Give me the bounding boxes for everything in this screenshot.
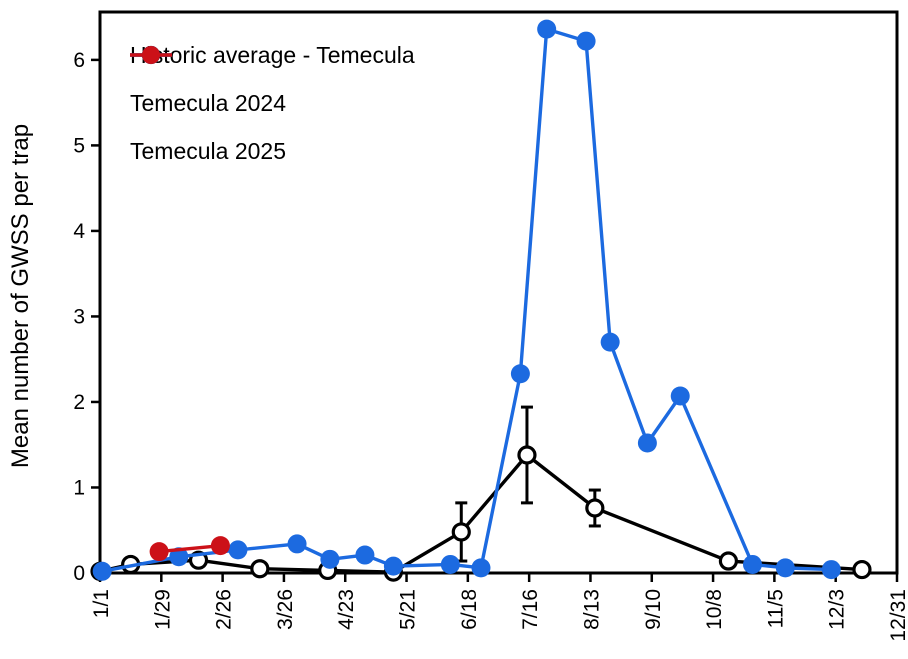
series-line-1 bbox=[101, 27, 832, 573]
x-tick-label: 1/29 bbox=[151, 589, 174, 630]
series-line-2 bbox=[158, 543, 221, 554]
data-point bbox=[775, 558, 795, 578]
data-point bbox=[92, 561, 112, 581]
legend-circle bbox=[142, 46, 160, 64]
data-point bbox=[451, 522, 471, 542]
legend-label-2025: Temecula 2025 bbox=[130, 137, 286, 164]
x-tick-label: 12/3 bbox=[826, 589, 849, 630]
data-point bbox=[149, 542, 169, 562]
data-point bbox=[742, 554, 762, 574]
data-point bbox=[287, 534, 307, 554]
y-tick-label: 0 bbox=[73, 562, 85, 585]
filled-circle-red-legend-icon bbox=[130, 46, 172, 64]
x-tick-label: 9/10 bbox=[642, 589, 665, 630]
y-tick-label: 1 bbox=[73, 476, 85, 499]
legend-label-historic: Historic average - Temecula bbox=[130, 41, 415, 68]
data-point bbox=[440, 554, 460, 574]
data-point bbox=[718, 551, 739, 571]
data-point bbox=[383, 556, 403, 576]
x-tick-label: 6/18 bbox=[458, 589, 481, 630]
data-point bbox=[637, 433, 657, 453]
y-axis-title: Mean number of GWSS per trap bbox=[7, 123, 34, 469]
y-tick-label: 3 bbox=[73, 305, 85, 328]
data-point bbox=[510, 364, 530, 384]
x-tick-label: 7/16 bbox=[519, 589, 542, 630]
data-point bbox=[250, 559, 270, 579]
data-point bbox=[355, 545, 375, 565]
data-point bbox=[537, 19, 557, 39]
x-tick-label: 2/26 bbox=[213, 589, 236, 630]
x-tick-label: 11/5 bbox=[764, 589, 787, 628]
x-tick-label: 12/31 bbox=[887, 589, 908, 642]
y-tick-label: 4 bbox=[73, 220, 85, 243]
data-point bbox=[852, 559, 872, 580]
data-point bbox=[821, 560, 841, 580]
x-tick-label: 1/1 bbox=[90, 589, 113, 618]
x-tick-label: 4/23 bbox=[335, 589, 358, 630]
data-point bbox=[517, 445, 537, 465]
data-point bbox=[228, 540, 248, 560]
data-point bbox=[670, 386, 690, 406]
data-point bbox=[471, 558, 491, 578]
legend-label-2024: Temecula 2024 bbox=[130, 89, 286, 116]
data-point bbox=[576, 31, 596, 51]
data-point bbox=[169, 547, 189, 567]
legend-item-2024: Temecula 2024 bbox=[128, 46, 415, 116]
x-tick-label: 8/13 bbox=[580, 589, 603, 630]
x-tick-label: 10/8 bbox=[703, 589, 726, 630]
y-tick-label: 2 bbox=[73, 391, 85, 414]
data-point bbox=[585, 498, 605, 518]
legend-item-2025: Temecula 2025 bbox=[128, 46, 415, 164]
data-point bbox=[210, 536, 230, 556]
data-point bbox=[320, 549, 340, 569]
data-point bbox=[600, 332, 620, 352]
y-tick-label: 6 bbox=[73, 49, 85, 72]
chart-legend: Historic average - Temecula Temecula 202… bbox=[128, 41, 415, 188]
x-tick-label: 3/26 bbox=[274, 589, 297, 630]
plot-box bbox=[98, 10, 899, 575]
y-tick-label: 5 bbox=[73, 134, 85, 157]
x-tick-label: 5/21 bbox=[397, 589, 420, 630]
